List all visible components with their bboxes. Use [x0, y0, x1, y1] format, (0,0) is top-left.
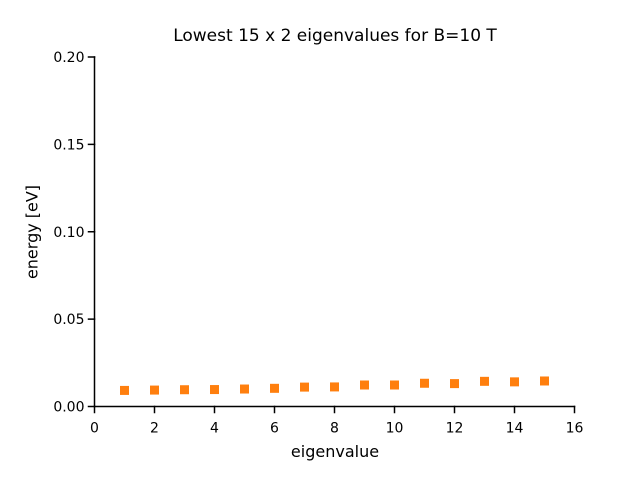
data-point	[390, 380, 399, 390]
data-point	[420, 378, 429, 388]
x-tick-label: 4	[210, 421, 219, 437]
data-point	[510, 377, 519, 387]
data-point	[300, 382, 309, 392]
x-tick-label: 10	[386, 421, 404, 437]
x-tick-label: 0	[90, 421, 99, 437]
x-tick-label: 8	[330, 421, 339, 437]
data-point	[540, 376, 549, 386]
y-tick-label: 0.05	[53, 312, 84, 328]
data-point	[450, 379, 459, 389]
x-tick-label: 16	[566, 421, 584, 437]
data-point	[330, 382, 339, 392]
data-point	[210, 385, 219, 395]
y-tick-label: 0.20	[53, 50, 84, 66]
x-tick-label: 12	[446, 421, 464, 437]
data-point	[180, 385, 189, 395]
data-point	[120, 385, 129, 395]
x-tick-label: 6	[270, 421, 279, 437]
x-tick-label: 14	[506, 421, 524, 437]
x-tick-label: 2	[150, 421, 159, 437]
y-tick-label: 0.15	[53, 137, 84, 153]
data-point	[150, 385, 159, 395]
y-tick-label: 0.00	[53, 400, 84, 416]
y-axis-label: energy [eV]	[22, 184, 42, 280]
x-axis-label: eigenvalue	[290, 442, 380, 461]
y-tick-label: 0.10	[53, 225, 84, 241]
data-point	[360, 380, 369, 390]
chart-title: Lowest 15 x 2 eigenvalues for B=10 T	[173, 26, 497, 46]
data-point	[270, 383, 279, 393]
data-point	[240, 384, 249, 394]
data-point	[480, 376, 489, 386]
